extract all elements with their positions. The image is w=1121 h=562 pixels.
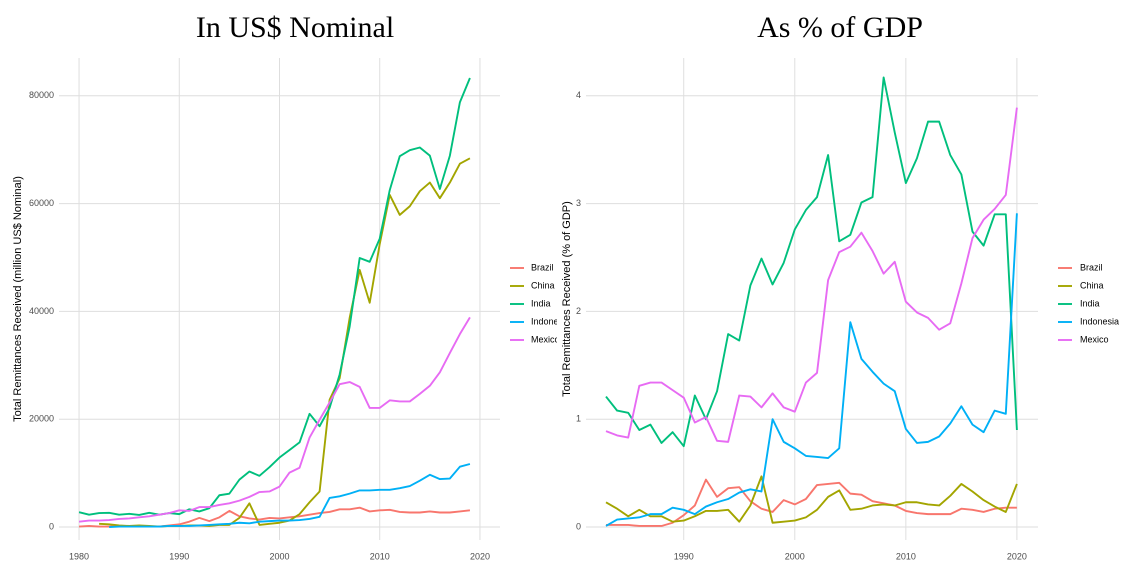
x-tick-label: 1990: [169, 551, 189, 561]
legend-label: India: [531, 298, 551, 308]
y-tick-label: 80000: [29, 90, 54, 100]
legend: Brazil China India Indonesia Mexico: [510, 262, 570, 344]
series-line: [99, 157, 471, 528]
chart-title: As % of GDP: [757, 11, 923, 44]
y-tick-label: 0: [49, 521, 54, 531]
y-tick-label: 20000: [29, 414, 54, 424]
legend-label: Mexico: [531, 334, 560, 344]
series-line: [109, 463, 471, 529]
legend: Brazil China India Indonesia Mexico: [1058, 262, 1119, 344]
y-tick-label: 2: [576, 306, 581, 316]
series-line: [605, 76, 1018, 448]
x-tick-label: 2000: [269, 551, 289, 561]
x-tick-label: 2010: [370, 551, 390, 561]
x-tick-label: 2020: [1007, 551, 1027, 561]
y-axis-label: Total Remittances Received (% of GDP): [561, 201, 573, 397]
y-tick-label: 60000: [29, 198, 54, 208]
y-tick-label: 40000: [29, 306, 54, 316]
chart-title: In US$ Nominal: [196, 11, 394, 44]
series-line: [605, 475, 1018, 524]
x-tick-label: 2000: [785, 551, 805, 561]
x-tick-label: 2020: [470, 551, 490, 561]
legend-label: Brazil: [531, 262, 554, 272]
y-axis-label: Total Remittances Received (million US$ …: [12, 176, 24, 422]
x-tick-label: 1980: [69, 551, 89, 561]
panel: In US$ Nominal Total Remittances Received…: [12, 11, 570, 561]
y-tick-label: 4: [576, 90, 581, 100]
legend-label: Mexico: [1080, 334, 1109, 344]
legend-label: Indonesia: [531, 316, 570, 326]
legend-label: China: [1080, 280, 1104, 290]
legend-label: Brazil: [1080, 262, 1103, 272]
series-line: [78, 316, 471, 523]
x-tick-label: 1990: [674, 551, 694, 561]
y-tick-label: 0: [576, 521, 581, 531]
y-tick-label: 1: [576, 414, 581, 424]
series-line: [605, 213, 1018, 527]
series-line: [605, 107, 1018, 443]
y-tick-label: 3: [576, 198, 581, 208]
series-line: [78, 77, 471, 516]
x-tick-label: 2010: [896, 551, 916, 561]
panel: As % of GDP Total Remittances Received (%…: [561, 11, 1119, 561]
legend-label: Indonesia: [1080, 316, 1119, 326]
legend-label: China: [531, 280, 555, 290]
legend-label: India: [1080, 298, 1100, 308]
